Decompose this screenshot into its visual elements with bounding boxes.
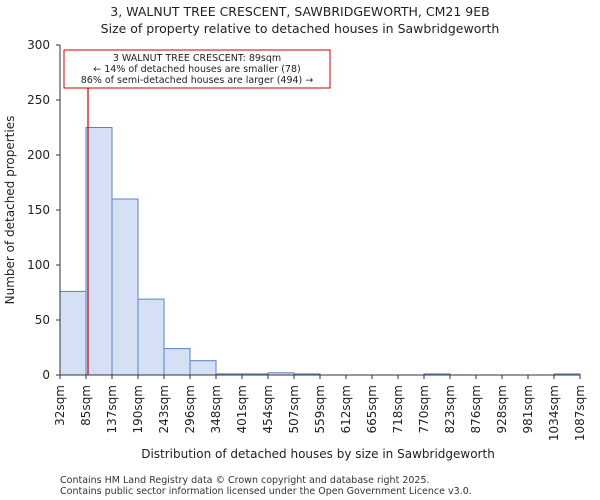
footer-line-2: Contains public sector information licen… (60, 486, 472, 497)
annotation-box: 3 WALNUT TREE CRESCENT: 89sqm ← 14% of d… (63, 49, 331, 89)
chart-title: 3, WALNUT TREE CRESCENT, SAWBRIDGEWORTH,… (110, 4, 489, 19)
x-tick-label: 981sqm (521, 385, 535, 433)
bar-32sqm (59, 290, 87, 376)
x-tick-label: 190sqm (131, 385, 145, 433)
y-tick-label: 100 (27, 258, 50, 272)
x-tick-label: 665sqm (365, 385, 379, 433)
annotation-frame (63, 49, 331, 89)
x-tick-label: 401sqm (235, 385, 249, 433)
bar-85sqm (85, 127, 113, 376)
annotation-line-1: 3 WALNUT TREE CRESCENT: 89sqm (113, 53, 281, 64)
x-tick-label: 559sqm (313, 385, 327, 433)
x-tick-label: 243sqm (157, 385, 171, 433)
x-tick-label: 137sqm (105, 385, 119, 433)
annotation-line-2: ← 14% of detached houses are smaller (78… (93, 64, 300, 75)
bars-group (59, 127, 581, 376)
bar-137sqm (111, 198, 139, 376)
x-tick-label: 296sqm (183, 385, 197, 433)
y-tick-labels: 0 50 100 150 200 250 300 (27, 38, 60, 382)
y-tick-label: 150 (27, 203, 50, 217)
annotation-line-3: 86% of semi-detached houses are larger (… (81, 75, 314, 86)
bar-296sqm (189, 360, 217, 376)
x-axis-label: Distribution of detached houses by size … (141, 447, 495, 461)
x-tick-label: 718sqm (391, 385, 405, 433)
x-tick-label: 1034sqm (547, 385, 561, 441)
footer-line-1: Contains HM Land Registry data © Crown c… (60, 475, 430, 486)
x-tick-label: 612sqm (339, 385, 353, 433)
x-tick-label: 454sqm (261, 385, 275, 433)
y-tick-label: 300 (27, 38, 50, 52)
chart-subtitle: Size of property relative to detached ho… (101, 21, 500, 36)
x-tick-label: 823sqm (443, 385, 457, 433)
x-tick-label: 876sqm (469, 385, 483, 433)
y-tick-label: 200 (27, 148, 50, 162)
x-tick-label: 32sqm (53, 385, 67, 426)
bar-190sqm (137, 298, 165, 376)
x-tick-label: 85sqm (79, 385, 93, 426)
x-tick-label: 507sqm (287, 385, 301, 433)
y-axis-label: Number of detached properties (3, 116, 17, 305)
x-tick-labels: 32sqm 85sqm 137sqm 190sqm 243sqm 296sqm 348sqm… (53, 375, 587, 441)
x-tick-label: 928sqm (495, 385, 509, 433)
x-tick-label: 1087sqm (573, 385, 587, 441)
y-tick-label: 0 (42, 368, 50, 382)
x-tick-label: 770sqm (417, 385, 431, 433)
y-tick-label: 50 (35, 313, 50, 327)
x-tick-label: 348sqm (209, 385, 223, 433)
y-tick-label: 250 (27, 93, 50, 107)
bar-243sqm (163, 348, 191, 376)
